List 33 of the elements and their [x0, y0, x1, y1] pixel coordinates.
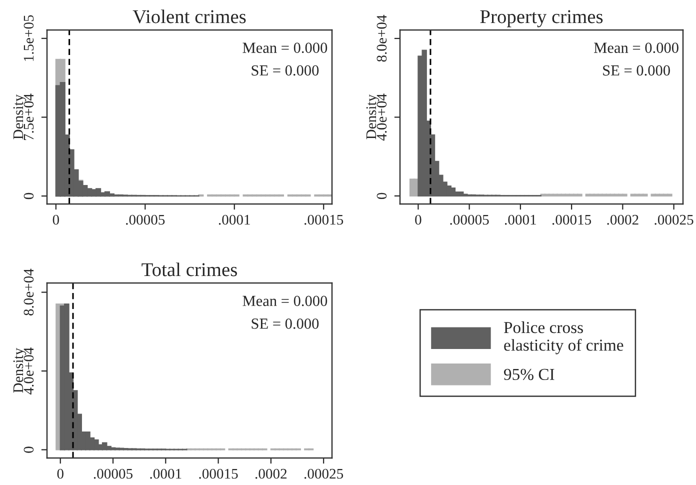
annotation: SE = 0.000	[252, 65, 319, 76]
legend-label: 95% CI	[504, 368, 554, 380]
y-tick-label: 0	[376, 192, 387, 200]
x-tick-label: .00015	[552, 214, 592, 225]
annotation: Mean = 0.000	[594, 42, 678, 54]
y-tick-label: 0	[24, 192, 34, 200]
x-tick-label: .00025	[304, 468, 344, 479]
x-tick-label: .00015	[304, 214, 344, 225]
x-tick-label: 0	[52, 214, 60, 225]
x-tick-label: .00015	[199, 468, 238, 479]
annotation: SE = 0.000	[252, 318, 319, 329]
x-tick-label: .0002	[607, 214, 638, 225]
x-tick-label: .00025	[654, 214, 694, 225]
annotation: Mean = 0.000	[242, 42, 328, 54]
chart-title: Property crimes	[480, 10, 603, 28]
x-tick-label: .00005	[94, 468, 132, 479]
x-tick-label: .00005	[126, 214, 165, 225]
x-tick-label: 0	[415, 214, 422, 225]
y-tick-label: 8.0e+04	[376, 14, 387, 62]
annotation: Mean = 0.000	[242, 296, 328, 306]
legend-label: Police cross elasticity of crime	[504, 321, 624, 354]
x-tick-label: .0002	[255, 468, 287, 479]
chart-title: Violent crimes	[132, 10, 246, 24]
x-tick-label: .0001	[504, 214, 536, 225]
x-tick-label: .00005	[450, 214, 489, 225]
y-tick-label: 0	[24, 446, 34, 453]
chart-title: Total crimes	[142, 262, 237, 276]
x-tick-label: .0001	[150, 468, 182, 479]
x-tick-label: .0001	[218, 214, 250, 225]
annotation: SE = 0.000	[603, 65, 670, 76]
x-tick-label: 0	[57, 468, 64, 479]
y-tick-label: 1.5e+05	[24, 15, 34, 61]
y-tick-label: 8.0e+04	[24, 268, 34, 316]
